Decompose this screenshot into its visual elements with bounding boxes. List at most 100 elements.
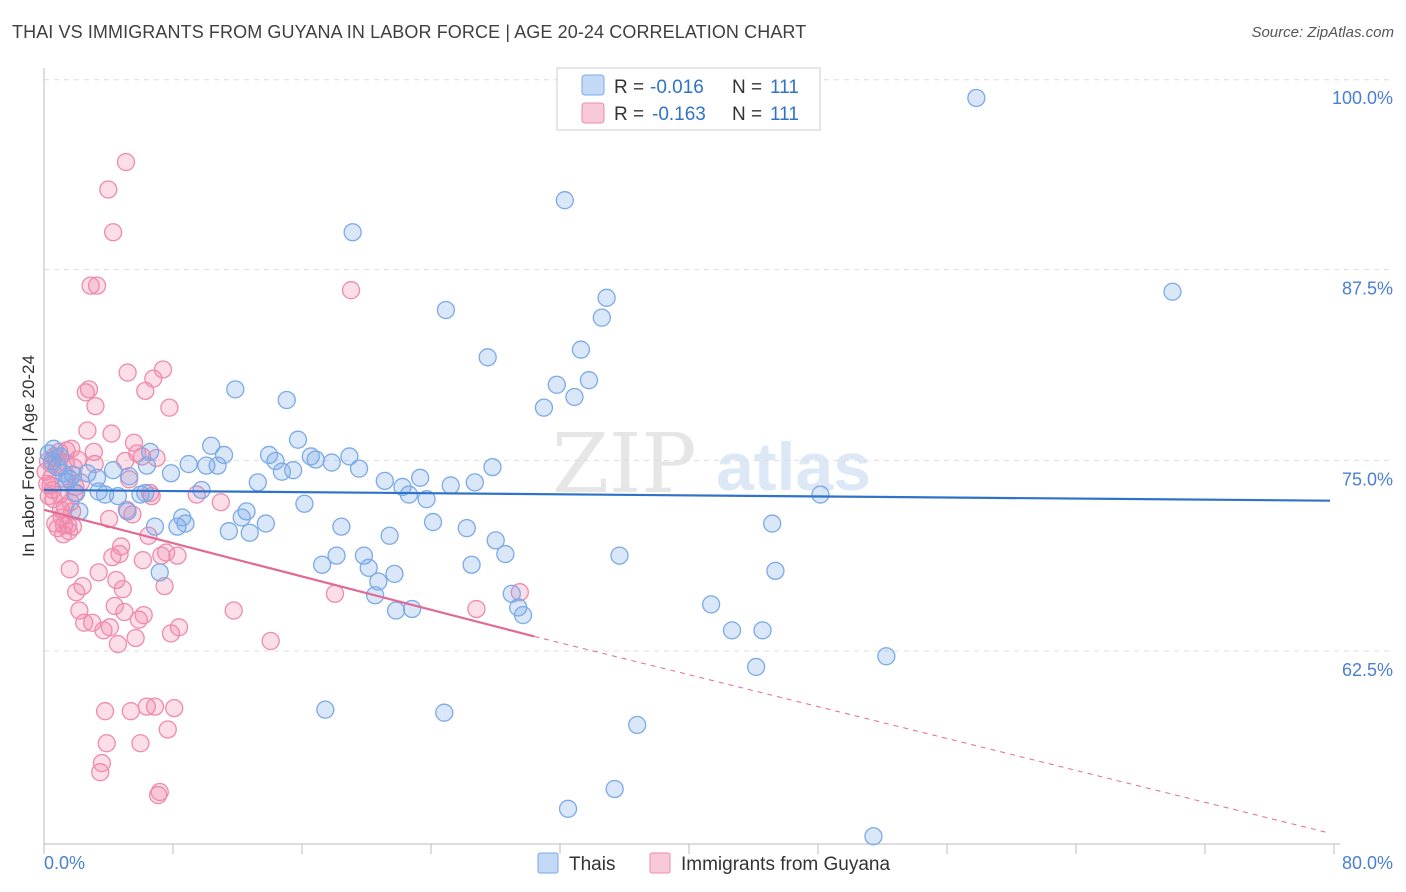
stats-n-label-1: N =: [732, 104, 762, 125]
thais-point-50: [322, 453, 341, 472]
thais-point-22: [161, 464, 181, 483]
series-guyana: [36, 152, 529, 805]
trend-line-thais: [43, 488, 1331, 502]
thais-point-86: [565, 387, 584, 407]
thais-point-9: [87, 468, 107, 487]
y-axis-label: In Labor Force | Age 20-24: [19, 355, 38, 557]
thais-point-51: [327, 546, 346, 565]
thais-point-71: [441, 476, 460, 495]
legend-swatch-thais: [537, 852, 559, 874]
legend-label-guyana: Immigrants from Guyana: [681, 854, 890, 875]
guyana-point-83: [261, 631, 280, 651]
guyana-point-25: [79, 380, 99, 399]
thais-point-74: [465, 473, 484, 492]
thais-point-14: [118, 502, 137, 521]
guyana-point-51: [121, 702, 140, 721]
thais-point-52: [332, 517, 351, 536]
thais-point-92: [610, 546, 629, 565]
guyana-point-82: [224, 601, 243, 620]
guyana-point-26: [81, 276, 100, 295]
thais-point-55: [349, 459, 369, 478]
thais-point-62: [385, 564, 404, 584]
guyana-point-33: [92, 753, 112, 773]
guyana-point-39: [102, 424, 121, 443]
thais-point-107: [44, 439, 63, 458]
legend-swatch-guyana: [649, 852, 671, 874]
thais-point-70: [436, 300, 456, 320]
thais-point-82: [534, 398, 554, 417]
thais-point-88: [579, 371, 599, 390]
thais-point-61: [380, 526, 399, 545]
y-tick-label-2: 87.5%: [1342, 279, 1393, 299]
thais-point-102: [811, 485, 830, 504]
thais-point-76: [483, 457, 502, 477]
thais-point-87: [571, 340, 591, 359]
thais-point-91: [605, 779, 624, 799]
thais-point-38: [256, 514, 275, 533]
thais-point-31: [214, 445, 234, 465]
x-tick-label-max: 80.0%: [1342, 853, 1393, 873]
thais-point-17: [136, 483, 155, 503]
guyana-point-48: [116, 152, 136, 172]
guyana-point-47: [115, 602, 134, 622]
thais-point-15: [120, 467, 139, 486]
thais-point-99: [753, 621, 772, 640]
gridlines: [44, 79, 1393, 652]
thais-point-106: [1163, 282, 1182, 301]
y-tick-labels: 62.5% 75.0% 87.5% 100.0%: [1332, 88, 1393, 680]
thais-point-13: [108, 486, 128, 506]
guyana-point-66: [145, 697, 165, 716]
guyana-point-86: [467, 599, 486, 619]
guyana-point-78: [168, 546, 187, 565]
guyana-point-84: [325, 584, 345, 603]
thais-point-77: [486, 531, 505, 550]
guyana-point-75: [160, 398, 179, 417]
thais-point-7: [67, 483, 86, 503]
thais-point-18: [137, 456, 157, 475]
thais-point-37: [248, 473, 267, 492]
guyana-point-109: [117, 500, 136, 519]
guyana-point-95: [54, 515, 74, 535]
guyana-point-108: [116, 451, 135, 471]
thais-point-83: [547, 375, 566, 394]
y-tick-label-1: 75.0%: [1342, 469, 1393, 489]
axes: [43, 68, 1340, 845]
thais-point-43: [284, 461, 303, 480]
stats-swatch-guyana: [581, 102, 605, 124]
guyana-point-107: [103, 547, 122, 567]
guyana-point-46: [113, 580, 132, 599]
thais-point-60: [375, 471, 394, 491]
guyana-point-38: [100, 618, 120, 637]
thais-point-104: [877, 647, 896, 666]
x-tick-label-min: 0.0%: [44, 853, 85, 873]
guyana-point-40: [103, 223, 123, 242]
thais-point-45: [295, 494, 314, 513]
thais-point-47: [306, 450, 325, 469]
guyana-point-36: [97, 734, 116, 753]
guyana-point-49: [118, 363, 137, 382]
guyana-point-35: [95, 702, 115, 721]
thais-point-48: [312, 555, 332, 574]
thais-point-96: [701, 595, 721, 614]
thais-point-49: [316, 700, 335, 719]
thais-point-44: [288, 430, 308, 449]
guyana-point-42: [107, 570, 126, 590]
thais-point-32: [219, 522, 239, 541]
guyana-point-30: [87, 276, 107, 295]
guyana-point-85: [341, 281, 361, 300]
thais-point-98: [746, 657, 766, 677]
thais-point-30: [208, 456, 227, 475]
thais-point-66: [411, 468, 430, 487]
thais-point-35: [237, 502, 256, 521]
thais-point-73: [462, 555, 481, 574]
thais-point-101: [766, 561, 785, 581]
thais-point-72: [457, 518, 476, 538]
stats-n-value-1: 111: [770, 104, 799, 125]
guyana-point-69: [150, 782, 169, 802]
stats-legend-frame: [556, 67, 821, 131]
thais-point-12: [103, 461, 123, 480]
thais-point-20: [145, 517, 165, 536]
stats-r-value-1: -0.163: [652, 104, 706, 125]
guyana-point-98: [59, 522, 79, 541]
guyana-point-21: [73, 576, 92, 596]
